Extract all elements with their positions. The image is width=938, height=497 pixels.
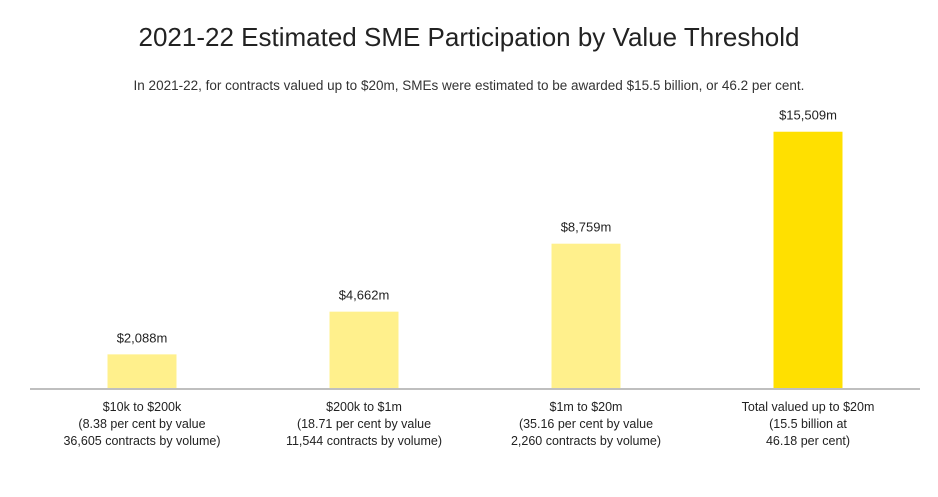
category-label-line: (15.5 billion at bbox=[769, 417, 847, 431]
bar-3 bbox=[551, 243, 621, 389]
data-label-3: $8,759m bbox=[561, 220, 612, 235]
category-label-line: 11,544 contracts by volume) bbox=[286, 434, 442, 448]
data-label-4: $15,509m bbox=[779, 108, 837, 123]
category-label-line: 36,605 contracts by volume) bbox=[63, 434, 220, 448]
category-label-2: $200k to $1m (18.71 per cent by value 11,5… bbox=[286, 400, 442, 448]
category-label-line: 2,260 contracts by volume) bbox=[511, 434, 661, 448]
category-label-line: $1m to $20m bbox=[550, 400, 623, 414]
category-label-line: (8.38 per cent by value bbox=[78, 417, 205, 431]
category-label-3: $1m to $20m (35.16 per cent by value 2,260… bbox=[511, 400, 661, 448]
category-label-line: (35.16 per cent by value bbox=[519, 417, 653, 431]
bar-2 bbox=[329, 311, 399, 389]
data-label-2: $4,662m bbox=[339, 288, 390, 303]
category-label-1: $10k to $200k (8.38 per cent by value 36,6… bbox=[63, 400, 220, 448]
category-label-4: Total valued up to $20m (15.5 billion at 4… bbox=[742, 400, 875, 448]
data-label-1: $2,088m bbox=[117, 330, 168, 345]
chart-title: 2021-22 Estimated SME Participation by V… bbox=[138, 22, 800, 52]
category-label-line: $200k to $1m bbox=[326, 400, 402, 414]
category-label-line: Total valued up to $20m bbox=[742, 400, 875, 414]
bar-4 bbox=[773, 131, 843, 389]
bar-1 bbox=[107, 354, 177, 389]
category-label-line: 46.18 per cent) bbox=[766, 434, 850, 448]
category-label-line: (18.71 per cent by value bbox=[297, 417, 431, 431]
category-label-line: $10k to $200k bbox=[103, 400, 182, 414]
chart-subtitle: In 2021-22, for contracts valued up to $… bbox=[133, 78, 805, 93]
labels-layer: $2,088m $10k to $200k (8.38 per cent by va… bbox=[63, 108, 874, 448]
bars-layer bbox=[107, 131, 843, 389]
